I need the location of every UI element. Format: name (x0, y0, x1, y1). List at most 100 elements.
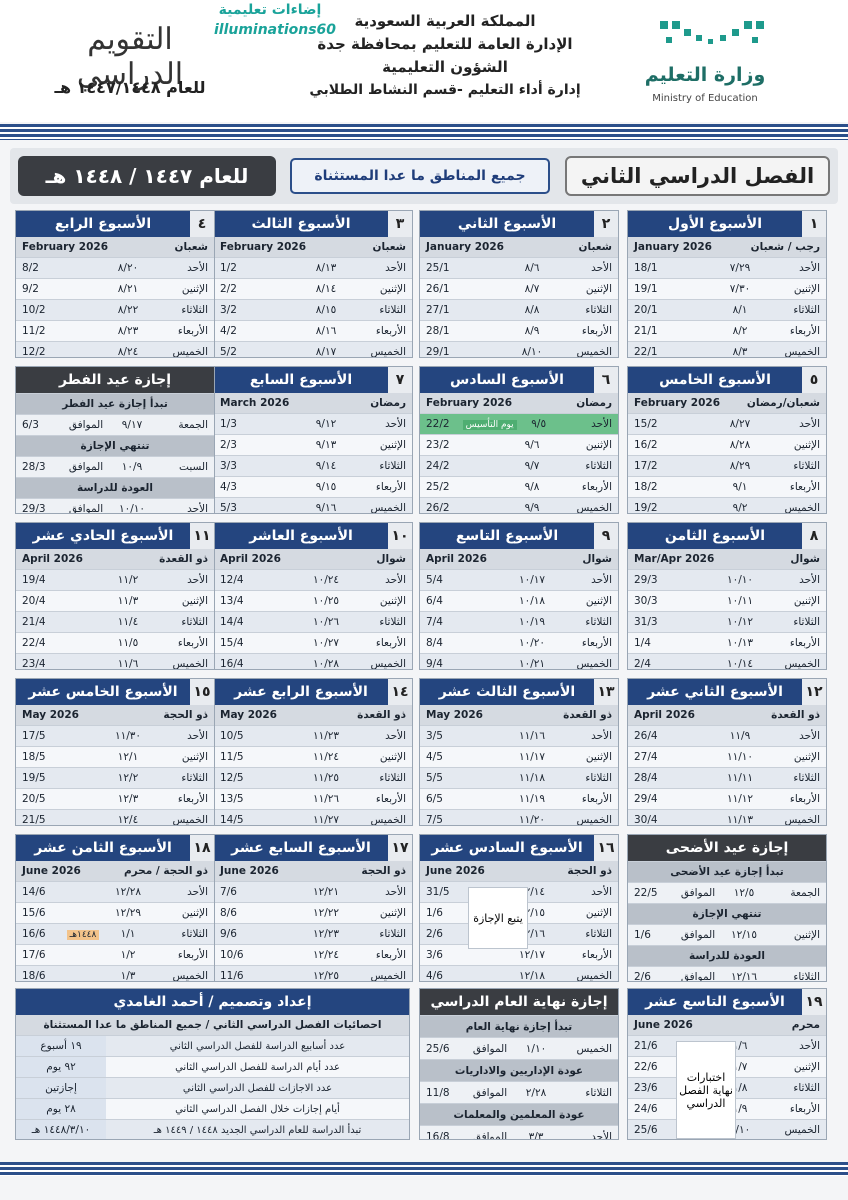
hijri-date: ٩/١٢ (315, 418, 337, 430)
gregorian-date: 22/6 (634, 1061, 658, 1073)
hijri-date: ١٠/١٠ (118, 503, 146, 514)
day-row: الثلاثاء ٨/٢٢ 10/2 (16, 299, 214, 320)
day-row: الأربعاء ٨/٢٣ 11/2 (16, 320, 214, 341)
day-row: الإثنين ١١/١٠ 27/4 (628, 746, 826, 767)
gregorian-month: February 2026 (22, 241, 109, 253)
hijri-date: ٨/٢٧ (729, 418, 751, 430)
day-row: الإثنين ١٢/٢٢ 8/6 (214, 902, 412, 923)
gregorian-date: 22/2 (426, 418, 450, 430)
calendar-title: التقويم الدراسي (76, 22, 184, 92)
hijri-date: ٨/١٥ (315, 304, 337, 316)
holiday-label: عودة المعلمين والمعلمات (453, 1108, 585, 1121)
gregorian-date: 3/2 (220, 304, 237, 316)
hijri-date: ٨/٢ (732, 325, 748, 337)
gregorian-month: February 2026 (634, 397, 721, 409)
gregorian-date: 23/2 (426, 439, 450, 451)
day-row: الأربعاء ١٠/١٣ 1/4 (628, 632, 826, 653)
day-name: الإثنين (793, 439, 820, 451)
day-row: الإثنين ١١/٣ 20/4 (16, 590, 214, 611)
month-row: شوال April 2026 (214, 549, 412, 569)
day-name: الأحد (799, 262, 820, 274)
gregorian-date: 6/5 (426, 793, 443, 805)
card-header: ٦ الأسبوع السادس (420, 367, 618, 393)
hijri-date: ٧/٢٩ (729, 262, 751, 274)
hijri-date: ١١/١٩ (518, 793, 546, 805)
day-row: الأحد ١٠/٢٤ 12/4 (214, 569, 412, 590)
hijri-date: ٨/٢٨ (729, 439, 751, 451)
day-row: الثلاثاء ٨/٨ 27/1 (420, 299, 618, 320)
gregorian-date: 1/4 (634, 637, 651, 649)
gregorian-date: 23/6 (634, 1082, 658, 1094)
hijri-date: ٨/٧ (524, 283, 540, 295)
holiday-row: تبدأ إجازة نهاية العام (420, 1015, 618, 1037)
gregorian-date: 1/6 (634, 929, 651, 941)
day-name: الخميس (172, 970, 208, 982)
day-name: الأحد (187, 262, 208, 274)
gregorian-month: April 2026 (634, 709, 695, 721)
day-name: الأحد (591, 730, 612, 742)
gregorian-date: 15/2 (634, 418, 658, 430)
day-name: السبت (179, 461, 208, 473)
gregorian-date: 12/5 (220, 772, 244, 784)
day-row: الثلاثاء ١١/٢٥ 12/5 (214, 767, 412, 788)
card: ٧ الأسبوع السابع رمضان March 2026 الأحد ٩/١٢ 1… (213, 366, 413, 514)
day-name: الأحد (799, 730, 820, 742)
month-row: ذو القعدة May 2026 (214, 705, 412, 725)
holiday-label: تبدأ إجازة نهاية العام (465, 1020, 573, 1033)
card-title: الأسبوع الخامس عشر (28, 684, 178, 700)
hijri-month: رجب / شعبان (750, 241, 820, 253)
hijri-month: ذو القعدة (357, 709, 406, 721)
day-name: الأحد (385, 418, 406, 430)
gregorian-date: 3/6 (426, 949, 443, 961)
gregorian-date: 27/1 (426, 304, 450, 316)
hijri-date: ١١/١٠ (726, 751, 754, 763)
card: ١٩ الأسبوع التاسع عشر محرم June 2026 الأحد ١/… (627, 988, 827, 1140)
equivalent: الموافق (680, 887, 716, 899)
card: إجازة عيد الفطر تبدأ إجازة عيد الفطر الجمع… (15, 366, 215, 514)
hijri-date: ١٢/٢٥ (312, 970, 340, 982)
day-row: الثلاثاء ١٠/١٢ 31/3 (628, 611, 826, 632)
stats-title: احصائيات الفصل الدراسي الثاني / جميع الم… (16, 1015, 409, 1035)
card-title: الأسبوع الثالث (251, 216, 351, 232)
equivalent: الموافق (68, 419, 104, 431)
hijri-month: ذو القعدة (563, 709, 612, 721)
day-note: يوم التأسيس (462, 420, 517, 430)
gregorian-date: 9/2 (22, 283, 39, 295)
equivalent: الموافق (472, 1130, 508, 1140)
gregorian-date: 30/4 (634, 814, 658, 826)
stats-subtitle: احصائيات الفصل الدراسي الثاني / جميع الم… (43, 1019, 382, 1031)
gregorian-date: 2/2 (220, 283, 237, 295)
hijri-date: ١٠/١٠ (726, 574, 754, 586)
day-name: الأربعاء (581, 793, 612, 805)
gregorian-date: 12/2 (22, 346, 46, 358)
stat-row: تبدأ الدراسة للعام الدراسي الجديد ١٤٤٨ /… (16, 1119, 409, 1139)
day-row: الثلاثاء ١١/١١ 28/4 (628, 767, 826, 788)
hijri-date: ١٢/٢٢ (312, 907, 340, 919)
holiday-row: عودة الإداريين والاداريات (420, 1059, 618, 1081)
week-number: ١٥ (190, 679, 214, 705)
day-name: الجمعة (790, 887, 820, 899)
day-name: الأربعاء (789, 793, 820, 805)
day-name: الأربعاء (789, 637, 820, 649)
hijri-date: ١٢/٢٩ (114, 907, 142, 919)
holiday-row: تبدأ إجازة عيد الأضحى (628, 861, 826, 882)
day-row: الخميس ٨/٣ 22/1 (628, 341, 826, 357)
day-name: الإثنين (379, 907, 406, 919)
day-name: الأحد (385, 574, 406, 586)
day-name: الإثنين (585, 283, 612, 295)
gregorian-date: 16/2 (634, 439, 658, 451)
stat-label: عدد أسابيع الدراسة للفصل الدراسي الثاني (169, 1040, 346, 1052)
hijri-date: ١١/٢٤ (312, 751, 340, 763)
gregorian-month: Mar/Apr 2026 (634, 553, 715, 565)
day-row: الأربعاء ١٢/٢٤ 10/6 (214, 944, 412, 965)
card-header: إعداد وتصميم / أحمد الغامدي (16, 989, 409, 1015)
month-row: شعبان February 2026 (214, 237, 412, 257)
holiday-row: الإثنين ١٢/١٥ الموافق 1/6 (628, 924, 826, 945)
day-row: الإثنين ١١/٢٤ 11/5 (214, 746, 412, 767)
gregorian-date: 11/5 (220, 751, 244, 763)
hijri-date: ٨/٢٩ (729, 460, 751, 472)
card-title: إجازة عيد الفطر (58, 372, 172, 388)
day-name: الخميس (172, 658, 208, 670)
day-name: الأربعاء (375, 481, 406, 493)
